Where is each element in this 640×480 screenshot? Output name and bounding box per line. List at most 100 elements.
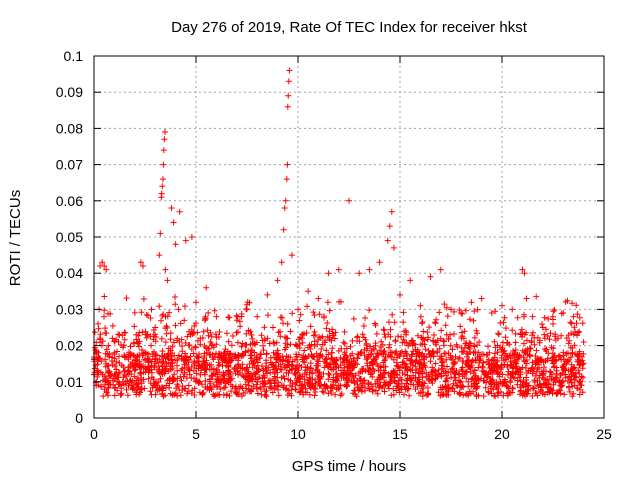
data-point — [356, 370, 362, 377]
data-point — [320, 370, 327, 377]
data-point — [284, 364, 290, 371]
data-point — [485, 389, 492, 396]
data-point — [101, 313, 107, 320]
data-point — [248, 348, 254, 355]
data-point — [253, 369, 260, 376]
data-point — [137, 259, 144, 266]
data-point — [112, 363, 118, 369]
data-point — [424, 329, 431, 336]
data-point — [325, 370, 332, 377]
data-point — [293, 351, 300, 358]
data-point — [232, 389, 239, 396]
data-point — [152, 324, 159, 331]
data-point — [471, 384, 478, 390]
data-point — [185, 382, 192, 389]
data-point — [317, 335, 324, 341]
data-point — [204, 385, 210, 392]
data-point — [163, 382, 170, 389]
data-point — [565, 384, 572, 391]
data-point — [521, 270, 528, 277]
data-point — [387, 326, 394, 333]
data-point — [406, 392, 413, 399]
data-point — [430, 348, 437, 355]
data-point — [314, 357, 321, 363]
data-point — [171, 371, 178, 378]
data-point — [417, 360, 424, 367]
data-point — [195, 337, 201, 344]
data-point — [381, 388, 388, 395]
data-point — [239, 340, 246, 347]
data-point — [107, 310, 114, 317]
data-point — [397, 291, 403, 298]
data-point — [522, 384, 529, 391]
data-point — [316, 374, 323, 381]
data-point — [471, 367, 478, 374]
data-point — [109, 354, 116, 361]
data-point — [579, 389, 586, 396]
data-point — [287, 382, 293, 389]
data-point — [211, 393, 218, 400]
data-point — [550, 357, 557, 364]
data-point — [403, 329, 410, 336]
data-point — [350, 315, 357, 322]
data-point — [112, 384, 119, 391]
data-point — [369, 361, 376, 368]
data-point — [105, 342, 112, 349]
data-point — [157, 230, 164, 237]
data-point — [508, 371, 514, 378]
data-point — [488, 377, 495, 384]
data-point — [177, 320, 184, 327]
data-point — [118, 390, 125, 397]
data-point — [579, 320, 586, 327]
data-point — [223, 391, 230, 398]
data-point — [320, 389, 327, 396]
data-point — [563, 350, 570, 357]
data-point — [470, 370, 477, 377]
data-point — [372, 320, 378, 327]
data-point — [174, 356, 181, 363]
data-point — [184, 390, 191, 397]
data-point — [338, 390, 345, 397]
data-point — [498, 346, 505, 353]
data-point — [402, 327, 409, 334]
data-point — [307, 365, 314, 372]
data-point — [133, 336, 140, 343]
data-point — [453, 382, 460, 389]
data-point — [241, 367, 248, 374]
data-point — [574, 332, 580, 339]
data-point — [160, 147, 167, 154]
data-point — [158, 335, 165, 342]
data-point — [245, 368, 252, 375]
data-point — [403, 363, 410, 370]
data-point — [444, 375, 451, 382]
data-point — [543, 368, 549, 375]
data-point — [181, 317, 188, 324]
data-point — [493, 358, 500, 365]
data-point — [504, 353, 511, 359]
data-point — [568, 379, 575, 386]
data-point — [163, 360, 170, 367]
data-point — [545, 350, 552, 357]
data-point — [195, 365, 202, 372]
data-point — [523, 377, 530, 383]
data-point — [101, 307, 108, 314]
data-point — [474, 342, 481, 349]
data-point — [464, 358, 471, 364]
data-point — [344, 376, 351, 382]
data-point — [400, 319, 407, 326]
data-point — [543, 381, 550, 388]
data-point — [343, 383, 350, 390]
x-tick-label: 25 — [596, 426, 612, 442]
data-point — [287, 354, 294, 361]
data-point — [429, 377, 436, 384]
data-point — [349, 370, 356, 377]
data-point — [572, 369, 579, 376]
data-point — [156, 366, 163, 373]
data-point — [421, 380, 428, 387]
data-point — [101, 293, 108, 300]
data-point — [389, 311, 396, 318]
data-point — [373, 330, 380, 337]
data-point — [95, 355, 102, 362]
data-point — [160, 161, 167, 168]
data-point — [343, 345, 350, 352]
